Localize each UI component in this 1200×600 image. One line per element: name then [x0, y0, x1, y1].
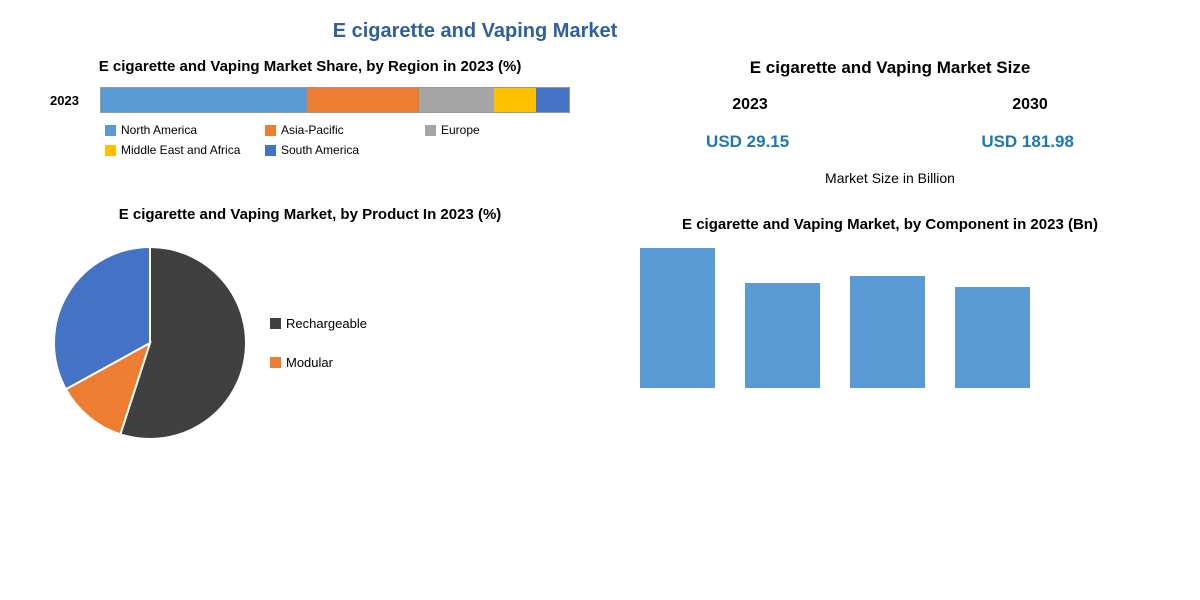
bar: [640, 248, 715, 388]
values-row: USD 29.15 USD 181.98: [610, 132, 1170, 152]
legend-swatch: [105, 125, 116, 136]
product-pie-section: E cigarette and Vaping Market, by Produc…: [30, 206, 590, 443]
segment: [101, 88, 307, 112]
legend-item: Asia-Pacific: [265, 123, 405, 137]
pie-section: Rechargeable Modular: [30, 243, 590, 443]
stacked-bar-chart: 2023: [50, 87, 570, 113]
stacked-chart-title: E cigarette and Vaping Market Share, by …: [50, 58, 570, 75]
legend-item: North America: [105, 123, 245, 137]
legend-label: South America: [281, 143, 359, 157]
legend-label: Rechargeable: [286, 316, 367, 331]
legend-item: Rechargeable: [270, 316, 410, 331]
unit-label: Market Size in Billion: [610, 170, 1170, 186]
segment: [307, 88, 419, 112]
year-2023: 2023: [732, 96, 768, 114]
legend-swatch: [105, 145, 116, 156]
legend-item: Middle East and Africa: [105, 143, 245, 157]
dashboard-grid: E cigarette and Vaping Market Share, by …: [30, 58, 1170, 443]
stacked-bar: [100, 87, 570, 113]
component-bar-section: E cigarette and Vaping Market, by Compon…: [610, 216, 1170, 443]
market-size-section: E cigarette and Vaping Market Size 2023 …: [610, 58, 1170, 186]
legend-item: Modular: [270, 355, 410, 370]
legend-item: South America: [265, 143, 405, 157]
region-share-section: E cigarette and Vaping Market Share, by …: [30, 58, 590, 186]
bar: [955, 287, 1030, 388]
bar-chart-title: E cigarette and Vaping Market, by Compon…: [610, 216, 1170, 233]
year-label: 2023: [50, 93, 90, 108]
segment: [536, 88, 569, 112]
year-2030: 2030: [1012, 96, 1048, 114]
stacked-legend: North America Asia-Pacific Europe Middle Ea…: [105, 123, 570, 157]
market-size-title: E cigarette and Vaping Market Size: [610, 58, 1170, 78]
bar: [745, 283, 820, 388]
bar: [850, 276, 925, 388]
segment: [419, 88, 494, 112]
segment: [494, 88, 536, 112]
legend-label: Modular: [286, 355, 333, 370]
main-title: E cigarette and Vaping Market: [0, 20, 1170, 43]
legend-item: Europe: [425, 123, 565, 137]
legend-label: Asia-Pacific: [281, 123, 344, 137]
bar-chart: [610, 248, 1170, 388]
legend-label: North America: [121, 123, 197, 137]
value-2023: USD 29.15: [706, 132, 789, 152]
legend-swatch: [425, 125, 436, 136]
legend-label: Europe: [441, 123, 480, 137]
pie-chart: [50, 243, 250, 443]
legend-swatch: [270, 357, 281, 368]
legend-swatch: [270, 318, 281, 329]
legend-label: Middle East and Africa: [121, 143, 240, 157]
legend-swatch: [265, 145, 276, 156]
value-2030: USD 181.98: [981, 132, 1074, 152]
pie-legend: Rechargeable Modular: [270, 316, 410, 370]
years-row: 2023 2030: [610, 96, 1170, 114]
legend-swatch: [265, 125, 276, 136]
pie-chart-title: E cigarette and Vaping Market, by Produc…: [30, 206, 590, 223]
